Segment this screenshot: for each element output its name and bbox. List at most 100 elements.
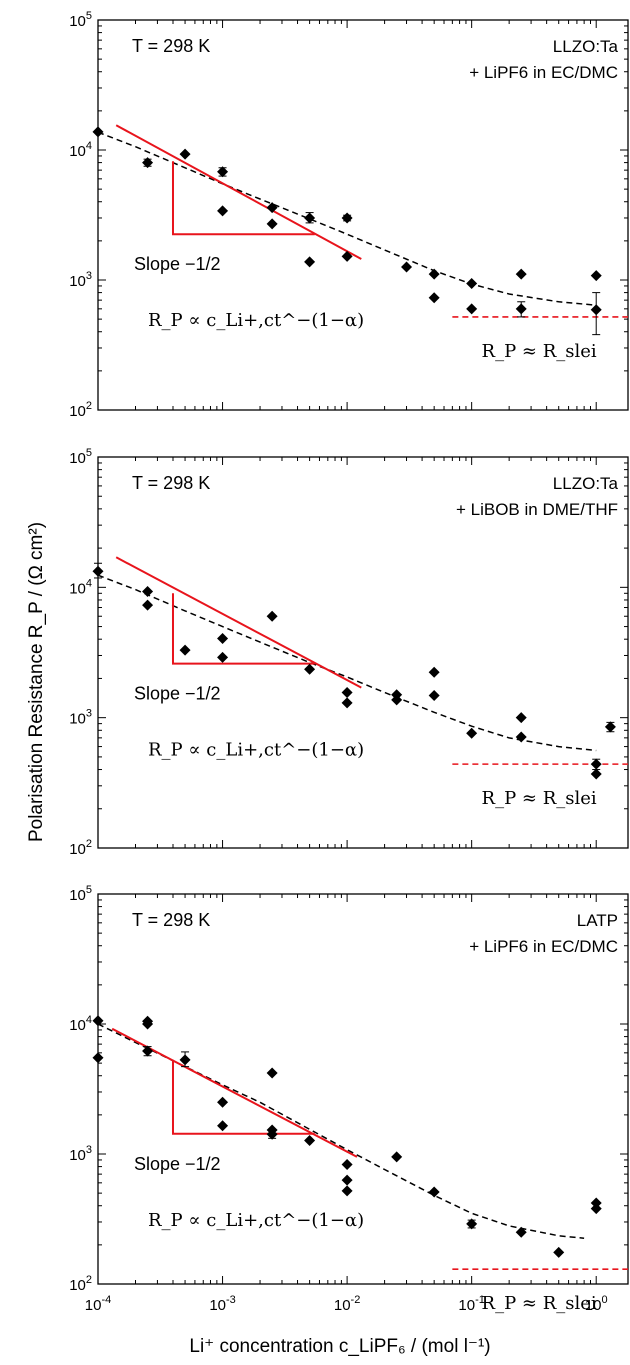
panel-title-line1: LATP: [577, 911, 618, 930]
data-point: [590, 758, 602, 770]
y-axis-label: Polarisation Resistance R_P / (Ω cm²): [26, 522, 47, 842]
data-point: [266, 610, 278, 622]
data-point: [142, 585, 154, 597]
y-tick-label: 103: [69, 708, 92, 728]
data-point: [466, 727, 478, 739]
plot-frame: [97, 893, 629, 1285]
plot-frame: [97, 456, 629, 849]
slope-triangle: [171, 161, 315, 236]
panel-title-line2: + LiPF6 in EC/DMC: [469, 937, 618, 956]
data-point: [515, 268, 527, 280]
rp-approx-label: R_P ≈ R_slei: [482, 788, 597, 809]
data-point: [92, 1015, 104, 1027]
slope-line: [115, 556, 362, 689]
data-point: [590, 270, 602, 282]
plot-frame: [97, 19, 629, 411]
data-point: [217, 1120, 229, 1132]
temperature-label: T = 298 K: [132, 910, 210, 930]
panel-title-line2: + LiBOB in DME/THF: [456, 500, 618, 519]
rp-proportional-label: R_P ∝ c_Li+,ct^−(1−α): [148, 1210, 364, 1231]
data-point: [515, 1226, 527, 1238]
temperature-label: T = 298 K: [132, 36, 210, 56]
data-point: [217, 205, 229, 217]
y-tick-label: 102: [69, 400, 92, 420]
x-tick-label: 10-3: [209, 1294, 235, 1314]
data-point: [590, 1197, 602, 1209]
data-point: [401, 261, 413, 273]
data-point: [590, 304, 602, 316]
x-tick-label: 10-2: [334, 1294, 360, 1314]
x-axis-label: Li⁺ concentration c_LiPF₆ / (mol l⁻¹): [189, 1336, 490, 1357]
data-point: [428, 689, 440, 701]
x-tick-label: 10-4: [85, 1294, 111, 1314]
data-point: [391, 1151, 403, 1163]
data-point: [428, 292, 440, 304]
data-point: [590, 1203, 602, 1215]
slope-triangle: [171, 593, 315, 665]
y-tick-label: 105: [69, 10, 92, 30]
panel-2: 102 103 104 105 LLZO:Ta + LiBOB in DME/THF T =…: [69, 447, 629, 858]
data-point: [466, 1218, 478, 1230]
data-point: [179, 1054, 191, 1066]
slope-line: [115, 124, 362, 260]
ticks: [97, 456, 628, 849]
y-tick-label: 103: [69, 1144, 92, 1164]
data-point: [217, 1096, 229, 1108]
ticks: [97, 893, 628, 1285]
y-tick-label: 102: [69, 1274, 92, 1294]
data-point: [341, 1185, 353, 1197]
data-point: [92, 1052, 104, 1064]
data-point: [515, 712, 527, 724]
data-point: [515, 731, 527, 743]
data-point: [304, 663, 316, 675]
rp-proportional-label: R_P ∝ c_Li+,ct^−(1−α): [148, 310, 364, 331]
y-tick-label: 104: [69, 140, 92, 160]
y-tick-label: 102: [69, 838, 92, 858]
slope-label: Slope −1/2: [134, 1154, 221, 1174]
data-point: [179, 148, 191, 160]
slope-label: Slope −1/2: [134, 684, 221, 704]
y-tick-label: 103: [69, 270, 92, 290]
temperature-label: T = 298 K: [132, 473, 210, 493]
data-point: [217, 651, 229, 663]
y-tick-label: 105: [69, 884, 92, 904]
y-tick-label: 104: [69, 577, 92, 597]
data-point: [341, 1174, 353, 1186]
data-point: [217, 166, 229, 178]
data-point: [466, 277, 478, 289]
data-point: [217, 632, 229, 644]
data-point: [304, 212, 316, 224]
data-point: [341, 686, 353, 698]
data-point: [304, 256, 316, 268]
data-point: [553, 1246, 565, 1258]
data-point: [590, 768, 602, 780]
slope-label: Slope −1/2: [134, 254, 221, 274]
y-tick-label: 104: [69, 1014, 92, 1034]
data-point: [142, 157, 154, 169]
rp-proportional-label: R_P ∝ c_Li+,ct^−(1−α): [148, 740, 364, 761]
data-point: [341, 1159, 353, 1171]
ticks: [97, 19, 628, 411]
data-point: [341, 697, 353, 709]
data-point: [466, 303, 478, 315]
data-point: [92, 126, 104, 138]
data-point: [341, 212, 353, 224]
data-point: [142, 1045, 154, 1057]
data-point: [515, 303, 527, 315]
data-point: [428, 1186, 440, 1198]
data-point: [92, 565, 104, 577]
data-point: [266, 202, 278, 214]
data-point: [179, 644, 191, 656]
panel-3: 102 103 104 105 10-4 10-3 10-2 10-1 100 LATP + LiP…: [69, 884, 629, 1314]
data-point: [266, 218, 278, 230]
fit-curve: [97, 574, 597, 752]
data-point: [266, 1067, 278, 1079]
data-point: [341, 250, 353, 262]
data-point: [142, 599, 154, 611]
fit-curve: [97, 131, 597, 306]
panel-title-line2: + LiPF6 in EC/DMC: [469, 63, 618, 82]
data-point: [142, 1018, 154, 1030]
panel-1: 102 103 104 105 LLZO:Ta + LiPF6 in EC/DMC T = …: [69, 10, 629, 420]
data-point: [604, 721, 616, 733]
